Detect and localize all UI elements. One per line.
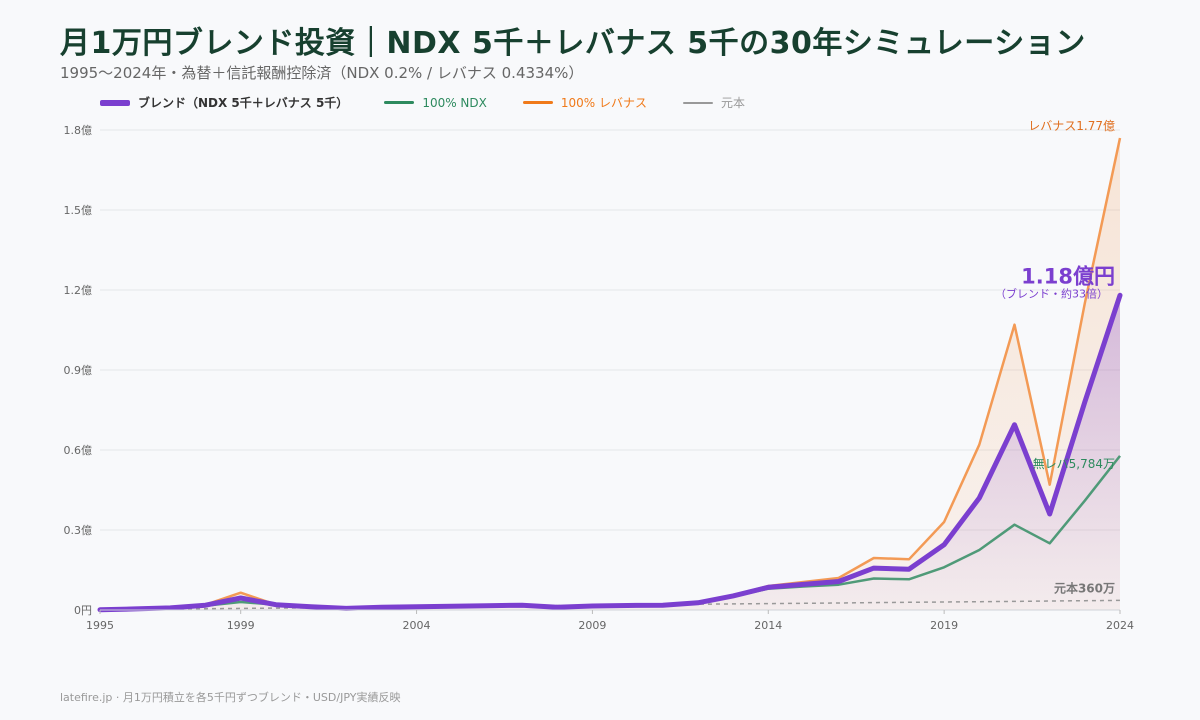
levanasu-end-label: レバナス1.77億 xyxy=(1028,119,1115,133)
ndx-end-label: 無レバ5,784万 xyxy=(1033,456,1115,471)
legend-item-levanasu: 100% レバナス xyxy=(522,94,647,111)
principal-line xyxy=(99,599,1121,611)
legend-swatch-principal xyxy=(683,101,713,104)
chart-title: 月1万円ブレンド投資｜NDX 5千＋レバナス 5千の30年シミュレーション xyxy=(60,26,1086,61)
principal-end-label: 元本360万 xyxy=(1054,580,1115,595)
blend-line xyxy=(97,292,1123,613)
legend-item-principal: 元本 xyxy=(683,94,745,111)
blend-end-sublabel: （ブレンド・約33倍） xyxy=(995,286,1108,300)
y-tick-label: 0.6億 xyxy=(64,444,93,457)
blend-area xyxy=(100,295,1120,610)
x-tick-label: 2004 xyxy=(403,619,431,632)
x-tick-label: 1995 xyxy=(86,619,114,632)
area-layer xyxy=(100,138,1120,610)
blend-end-label: 1.18億円 xyxy=(1021,264,1115,288)
x-tick-label: 2019 xyxy=(930,619,958,632)
axis-layer: 0円 0.3億 0.6億 0.9億 1.2億 1.5億 1.8億 1995 1999 2004 20… xyxy=(64,124,1135,632)
y-tick-label: 0.3億 xyxy=(64,524,93,537)
x-tick-label: 2014 xyxy=(754,619,782,632)
x-tick-label: 1999 xyxy=(227,619,255,632)
y-tick-label: 1.5億 xyxy=(64,204,93,217)
chart-legend: ブレンド（NDX 5千＋レバナス 5千） 100% NDX 100% レバナス … xyxy=(100,94,745,111)
x-tick-label: 2024 xyxy=(1106,619,1134,632)
y-tick-label: 1.8億 xyxy=(64,124,93,137)
annotation-layer: レバナス1.77億 1.18億円（ブレンド・約33倍） 無レバ5,784万元本360… xyxy=(995,119,1115,595)
chart-subtitle: 1995〜2024年・為替＋信託報酬控除済（NDX 0.2% / レバナス 0.… xyxy=(60,64,584,82)
legend-swatch-blend xyxy=(100,99,130,106)
line-layer xyxy=(97,137,1123,613)
legend-label-principal: 元本 xyxy=(721,96,746,110)
y-tick-label: 1.2億 xyxy=(64,284,93,297)
legend-item-blend: ブレンド（NDX 5千＋レバナス 5千） xyxy=(100,94,348,111)
y-tick-label: 0円 xyxy=(74,604,92,617)
legend-swatch-ndx xyxy=(384,101,415,104)
x-tick-label: 2009 xyxy=(578,619,606,632)
legend-label-ndx: 100% NDX xyxy=(422,95,487,110)
footer-note: latefire.jp · 月1万円積立を各5千円ずつブレンド・USD/JPY実… xyxy=(60,691,401,704)
y-tick-label: 0.9億 xyxy=(64,364,93,377)
legend-label-levanasu: 100% レバナス xyxy=(560,96,647,110)
legend-swatch-levanasu xyxy=(522,101,553,104)
legend-item-ndx: 100% NDX xyxy=(384,96,487,110)
legend-label-blend: ブレンド（NDX 5千＋レバナス 5千） xyxy=(138,96,349,110)
